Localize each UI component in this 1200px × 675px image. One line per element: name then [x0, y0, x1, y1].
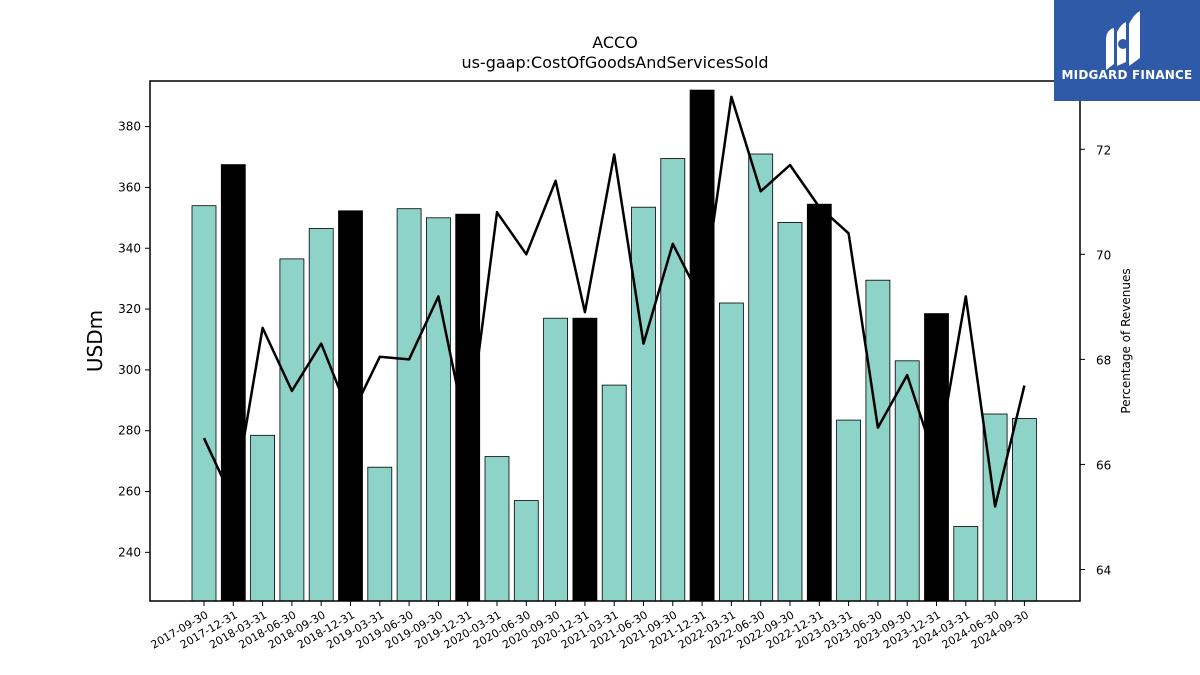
bar-2017-09-30 — [191, 205, 217, 602]
chart-subtitle: us-gaap:CostOfGoodsAndServicesSold — [461, 53, 769, 72]
bar-2023-06-30 — [865, 279, 891, 602]
y-tick-label-280: 280 — [118, 424, 141, 438]
bar-2022-12-31 — [806, 203, 832, 602]
bar-2021-03-31 — [601, 384, 627, 602]
bar-2021-12-31 — [689, 89, 715, 602]
bar-2019-06-30 — [396, 208, 422, 602]
bar-2019-03-31 — [367, 466, 393, 602]
y-tick-label-300: 300 — [118, 363, 141, 377]
brand-logo: MIDGARD FINANCE — [1054, 0, 1200, 101]
bar-2021-09-30 — [660, 158, 686, 602]
y-right-tick-label-64: 64 — [1096, 563, 1111, 577]
bar-2017-12-31 — [220, 164, 246, 602]
bar-2020-03-31 — [484, 456, 510, 602]
y-tick-label-240: 240 — [118, 545, 141, 559]
y-right-tick-label-66: 66 — [1096, 458, 1111, 472]
brand-logo-text: MIDGARD FINANCE — [1061, 68, 1193, 82]
bar-2022-06-30 — [748, 153, 774, 602]
y-tick-label-380: 380 — [118, 120, 141, 134]
y-tick-label-360: 360 — [118, 180, 141, 194]
percentage-line — [202, 95, 1026, 508]
plot-frame — [149, 80, 1081, 602]
bar-2018-06-30 — [279, 258, 305, 602]
bar-2018-09-30 — [308, 228, 334, 602]
bar-2021-06-30 — [631, 206, 656, 602]
bar-2023-03-31 — [836, 419, 861, 602]
bar-2020-09-30 — [543, 317, 568, 602]
bar-2018-12-31 — [338, 210, 363, 602]
bar-2020-12-31 — [572, 317, 598, 602]
bar-2019-09-30 — [425, 217, 451, 602]
y-tick-label-320: 320 — [118, 302, 141, 316]
bar-2024-09-30 — [1012, 418, 1037, 602]
bar-2018-03-31 — [250, 434, 276, 602]
y-axis-label-right: Percentage of Revenues — [1119, 268, 1133, 413]
y-right-tick-label-68: 68 — [1096, 353, 1111, 367]
y-right-tick-label-72: 72 — [1096, 143, 1111, 157]
y-tick-label-260: 260 — [118, 485, 141, 499]
y-right-tick-label-70: 70 — [1096, 248, 1111, 262]
bar-2024-03-31 — [953, 526, 979, 602]
y-axis-label: USDm — [83, 310, 107, 372]
bar-2020-06-30 — [513, 500, 539, 602]
chart-title: ACCO — [592, 33, 638, 52]
bar-2022-03-31 — [719, 302, 744, 602]
midgard-logo-icon — [1106, 11, 1140, 70]
bar-2022-09-30 — [777, 221, 803, 602]
bar-2019-12-31 — [455, 213, 481, 602]
y-tick-label-340: 340 — [118, 241, 141, 255]
